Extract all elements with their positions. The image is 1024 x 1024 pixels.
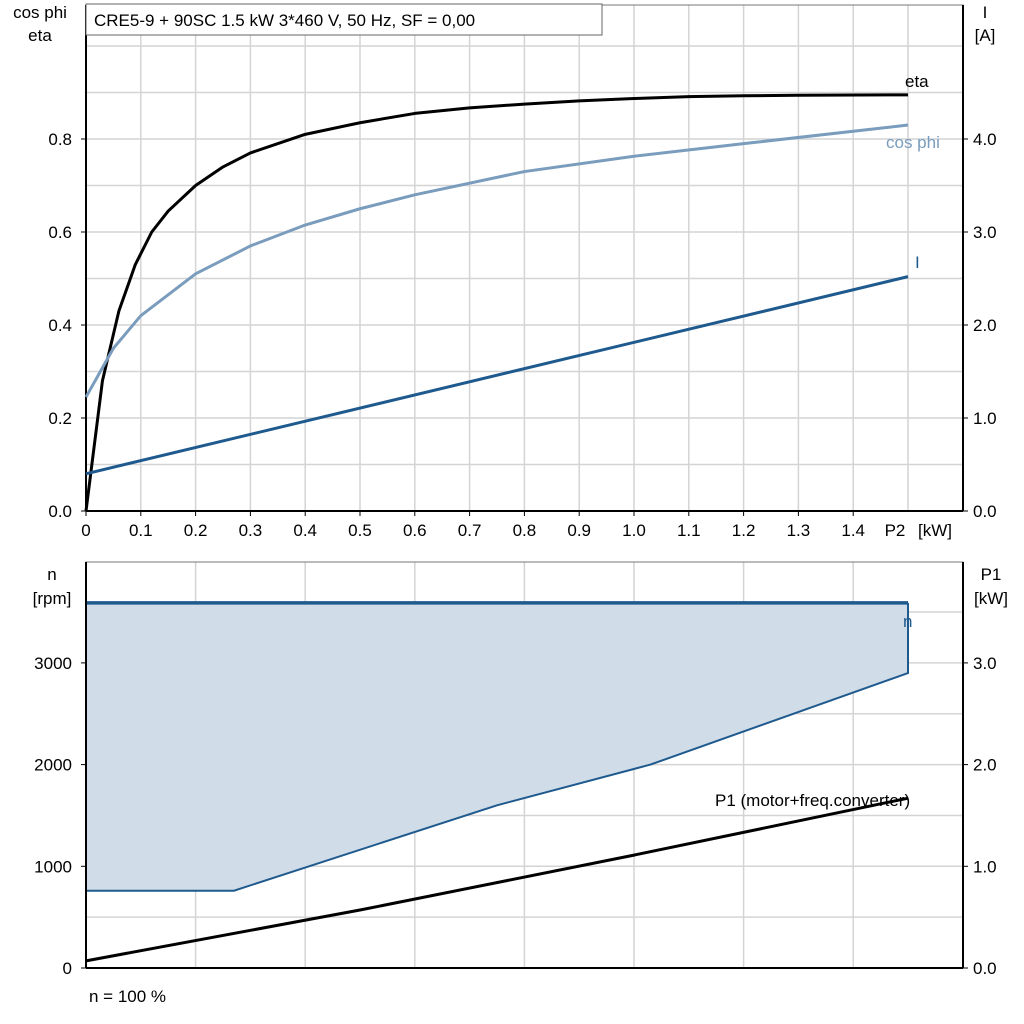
series-line-I <box>85 275 909 476</box>
x-tick-label: 1.4 <box>841 521 865 540</box>
x-tick-label: 0.6 <box>403 521 427 540</box>
x-tick-label: 0.2 <box>184 521 208 540</box>
y-tick-label-left: 1000 <box>34 857 72 876</box>
title-box <box>85 3 603 36</box>
series-label-cos-phi: cos phi <box>886 133 940 152</box>
y-tick-label-left: 0.4 <box>48 316 72 335</box>
y-tick-label-right: 2.0 <box>973 316 997 335</box>
x-tick-label: 1.1 <box>677 521 701 540</box>
series-line-eta <box>84 93 909 512</box>
series-line-cos-phi <box>84 123 909 398</box>
x-tick-label: 0.1 <box>129 521 153 540</box>
y-tick-label-right: 4.0 <box>973 130 997 149</box>
x-tick-label: 0.8 <box>513 521 537 540</box>
y-tick-label-left: 3000 <box>34 654 72 673</box>
series-label-n: n <box>903 612 912 631</box>
x-tick-label: 1.2 <box>732 521 756 540</box>
x-tick-label: 0.5 <box>348 521 372 540</box>
y-tick-label-right: 3.0 <box>973 654 997 673</box>
series-line-P1 <box>85 796 909 963</box>
x-tick-label: 0 <box>81 521 90 540</box>
y-tick-label-left: 2000 <box>34 756 72 775</box>
y-axis-label-left: [rpm] <box>33 589 72 608</box>
footnote: n = 100 % <box>89 987 166 1006</box>
y-tick-label-right: 1.0 <box>973 409 997 428</box>
x-axis-unit: [kW] <box>918 521 952 540</box>
y-axis-label-left: eta <box>28 26 52 45</box>
series-label-eta: eta <box>905 72 929 91</box>
chart-title: CRE5-9 + 90SC 1.5 kW 3*460 V, 50 Hz, SF … <box>94 11 475 30</box>
x-tick-label: 0.7 <box>458 521 482 540</box>
y-axis-label-right: [kW] <box>974 589 1008 608</box>
x-tick-label: 1.0 <box>622 521 646 540</box>
y-tick-label-right: 1.0 <box>973 857 997 876</box>
y-axis-label-left: cos phi <box>13 3 67 22</box>
y-axis-label-left: n <box>47 565 56 584</box>
y-tick-label-right: 2.0 <box>973 756 997 775</box>
x-tick-label: 0.4 <box>293 521 317 540</box>
y-tick-label-right: 3.0 <box>973 223 997 242</box>
y-tick-label-left: 0 <box>63 959 72 978</box>
speed-min-line <box>86 602 909 892</box>
speed-range-area <box>86 602 908 891</box>
x-tick-label: 0.3 <box>239 521 263 540</box>
y-tick-label-right: 0.0 <box>973 959 997 978</box>
y-axis-label-right: P1 <box>981 565 1002 584</box>
x-axis-name: P2 <box>885 521 906 540</box>
y-tick-label-left: 0.8 <box>48 130 72 149</box>
y-axis-label-right: I <box>983 3 988 22</box>
y-tick-label-left: 0.2 <box>48 409 72 428</box>
series-label-I: I <box>915 253 920 272</box>
y-tick-label-left: 0.0 <box>48 502 72 521</box>
y-tick-label-right: 0.0 <box>973 502 997 521</box>
series-label-P1: P1 (motor+freq.converter) <box>715 791 910 810</box>
y-tick-label-left: 0.6 <box>48 223 72 242</box>
y-axis-label-right: [A] <box>975 26 996 45</box>
x-tick-label: 1.3 <box>787 521 811 540</box>
x-tick-label: 0.9 <box>567 521 591 540</box>
